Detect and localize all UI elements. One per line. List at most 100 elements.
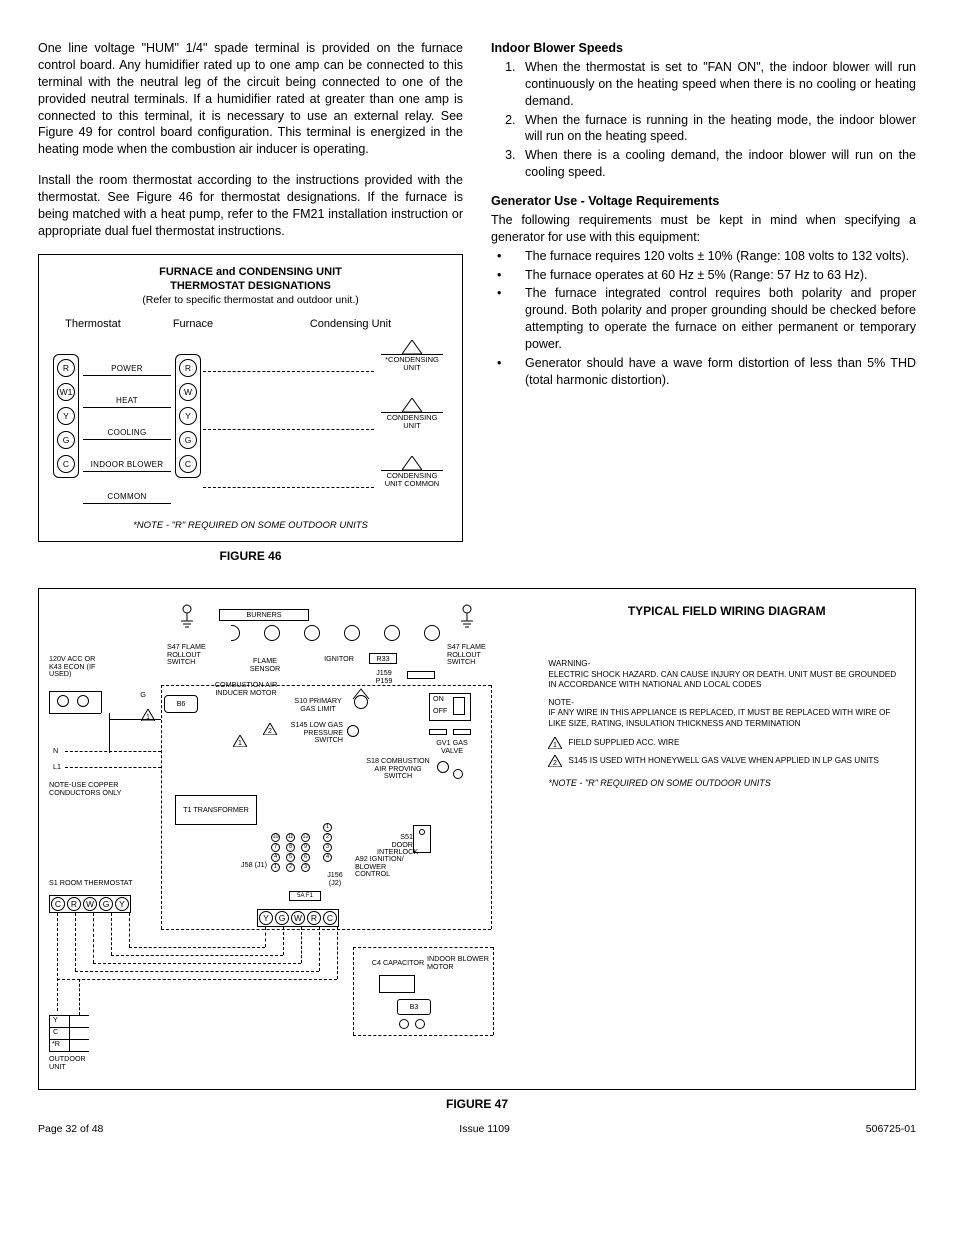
term-g: G [57,431,75,449]
motor-term [399,1019,409,1029]
wire-heat: HEAT [79,396,175,407]
footer-right: 506725-01 [866,1122,916,1136]
j156-grid: 1 2 3 4 [323,823,332,862]
triangle-1-icon: 1 [233,735,247,747]
thermostat-terminals: R W1 Y G C [53,354,79,478]
term: G [275,911,289,925]
bullet-text: The furnace operates at 60 Hz ± 5% (Rang… [525,267,916,284]
acc-term [57,695,69,707]
s18-sw [437,761,449,773]
fig47-right-panel: TYPICAL FIELD WIRING DIAGRAM WARNING- EL… [548,599,905,1079]
term: C [51,897,65,911]
list-item: The furnace requires 120 volts ± 10% (Ra… [491,248,916,265]
c4-box [379,975,415,993]
f1: 5A F1 [289,891,321,901]
l1-label: L1 [53,763,61,771]
term-r: R [57,359,75,377]
cai-label: COMBUSTION AIR INDUCER MOTOR [207,681,285,696]
triangle-2-icon: 2 [263,723,277,735]
left-column: One line voltage "HUM" 1/4" spade termin… [38,40,463,574]
s1: S1 ROOM THERMOSTAT [49,879,139,887]
connector [407,671,435,679]
copper-note: NOTE-USE COPPER CONDUCTORS ONLY [49,781,149,796]
burner-circle [424,625,440,641]
svg-text:1: 1 [238,740,242,747]
term: W [83,897,97,911]
s145-sw [347,725,359,737]
wire-cooling: COOLING [79,428,175,439]
legend-1-text: FIELD SUPPLIED ACC. WIRE [568,737,679,748]
note-text: IF ANY WIRE IN THIS APPLIANCE IS REPLACE… [548,708,890,727]
note-block: NOTE- IF ANY WIRE IN THIS APPLIANCE IS R… [548,698,905,729]
off-label: OFF [433,707,447,715]
b3: B3 [397,999,431,1015]
acc-label: 120V ACC OR K43 ECON (IF USED) [49,655,107,678]
box-small [221,625,231,641]
fterm-y: Y [179,407,197,425]
motor-term [415,1019,425,1029]
fig46-title-l1: FURNACE and CONDENSING UNIT [53,265,448,279]
para-humidifier: One line voltage "HUM" 1/4" spade termin… [38,40,463,158]
term: R [67,897,81,911]
valve-term [453,729,471,735]
t1-label: T1 TRANSFORMER [183,806,249,814]
flame-sensor: FLAME SENSOR [244,657,286,672]
fig46-h-condensing: Condensing Unit [253,317,448,332]
term: C [323,911,337,925]
warning-h: WARNING- [548,659,590,668]
term-c: C [57,455,75,473]
fig46-title-l2: THERMOSTAT DESIGNATIONS [53,279,448,293]
list-item: When there is a cooling demand, the indo… [519,147,916,181]
r33: R33 [369,653,397,664]
j58-grid: 10 11 12 7 8 9 4 5 6 1 2 3 [271,833,315,872]
switch-icon [349,687,373,701]
cond-unit-3: CONDENSING UNIT COMMON [376,456,448,488]
burner-circle [384,625,400,641]
j156: J156 (J2) [321,871,349,886]
fig47-caption: FIGURE 47 [38,1096,916,1112]
list-item: When the thermostat is set to "FAN ON", … [519,59,916,110]
legend-1: 1 FIELD SUPPLIED ACC. WIRE [548,737,905,749]
term: Y [115,897,129,911]
s145: S145 LOW GAS PRESSURE SWITCH [277,721,343,744]
burner-circle [304,625,320,641]
s47-left: S47 FLAME ROLLOUT SWITCH [167,643,219,666]
note-h: NOTE- [548,698,573,707]
out-c: C [53,1028,58,1036]
list-item: Generator should have a wave form distor… [491,355,916,389]
term: W [291,911,305,925]
heading-blower-speeds: Indoor Blower Speeds [491,40,916,57]
bullet-text: The furnace requires 120 volts ± 10% (Ra… [525,248,916,265]
svg-text:1: 1 [553,742,557,749]
top-columns: One line voltage "HUM" 1/4" spade termin… [38,40,916,574]
control-terminals: Y G W R C [257,909,339,927]
s18: S18 COMBUSTION AIR PROVING SWITCH [365,757,431,780]
fig46-h-thermostat: Thermostat [53,317,133,332]
wire-common: COMMON [79,492,175,503]
term-w1: W1 [57,383,75,401]
s10: S10 PRIMARY GAS LIMIT [287,697,349,712]
ground-icon [174,603,200,629]
t1: T1 TRANSFORMER [175,795,257,825]
burner-circle [344,625,360,641]
g-label: G [137,691,149,699]
generator-bullets: The furnace requires 120 volts ± 10% (Ra… [491,248,916,389]
burner-circle [264,625,280,641]
generator-intro: The following requirements must be kept … [491,212,916,246]
out-r: *R [52,1040,60,1048]
figure-47-box: BURNERS S47 FLAME ROLLOUT SWITCH S47 FLA… [38,588,916,1090]
warning-text: ELECTRIC SHOCK HAZARD. CAN CAUSE INJURY … [548,670,896,689]
list-item: The furnace operates at 60 Hz ± 5% (Rang… [491,267,916,284]
cond-unit-1: *CONDENSING UNIT [376,340,448,372]
s47-right: S47 FLAME ROLLOUT SWITCH [447,643,499,666]
n-label: N [53,747,58,755]
cond-unit-2: CONDENSING UNIT [376,398,448,430]
fig47-title: TYPICAL FIELD WIRING DIAGRAM [548,603,905,619]
ground-icon [454,603,480,629]
cond-label-2: CONDENSING UNIT [381,412,443,430]
fig46-headers: Thermostat Furnace Condensing Unit [53,317,448,332]
fig46-subtitle: (Refer to specific thermostat and outdoo… [53,293,448,307]
figure-46-box: FURNACE and CONDENSING UNIT THERMOSTAT D… [38,254,463,542]
warning-block: WARNING- ELECTRIC SHOCK HAZARD. CAN CAUS… [548,659,905,690]
legend-2: 2 S145 IS USED WITH HONEYWELL GAS VALVE … [548,755,905,767]
